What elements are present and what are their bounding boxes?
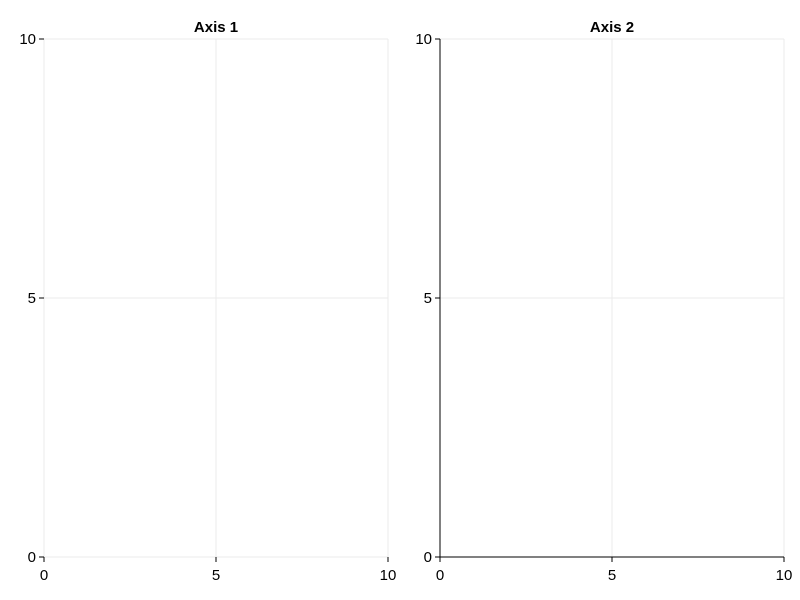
axis-1-tick-labels: 0 5 10 0 5 10 (19, 31, 396, 584)
axis-1-ytick-label-0: 0 (28, 549, 36, 566)
axis-1-ytick-label-1: 5 (28, 290, 36, 307)
axis-2-panel: Axis 2 0 5 10 0 5 10 (415, 19, 792, 584)
axis-1-panel: Axis 1 0 5 10 0 5 10 (19, 19, 396, 584)
axis-1-xtick-label-2: 10 (380, 567, 397, 584)
axis-2-ytick-label-0: 0 (424, 549, 432, 566)
axis-2-ytick-label-2: 10 (415, 31, 432, 48)
axis-2-xtick-label-2: 10 (776, 567, 793, 584)
axis-1-xtick-label-0: 0 (40, 567, 48, 584)
axis-2-xtick-label-0: 0 (436, 567, 444, 584)
axis-2-xtick-label-1: 5 (608, 567, 616, 584)
axis-2-tick-labels: 0 5 10 0 5 10 (415, 31, 792, 584)
axis-2-title: Axis 2 (590, 19, 634, 36)
axis-2-ytick-label-1: 5 (424, 290, 432, 307)
axis-1-title: Axis 1 (194, 19, 238, 36)
axis-2-ticks (435, 38, 785, 562)
axis-1-xtick-label-1: 5 (212, 567, 220, 584)
axis-1-ticks (39, 38, 389, 562)
axis-1-ytick-label-2: 10 (19, 31, 36, 48)
